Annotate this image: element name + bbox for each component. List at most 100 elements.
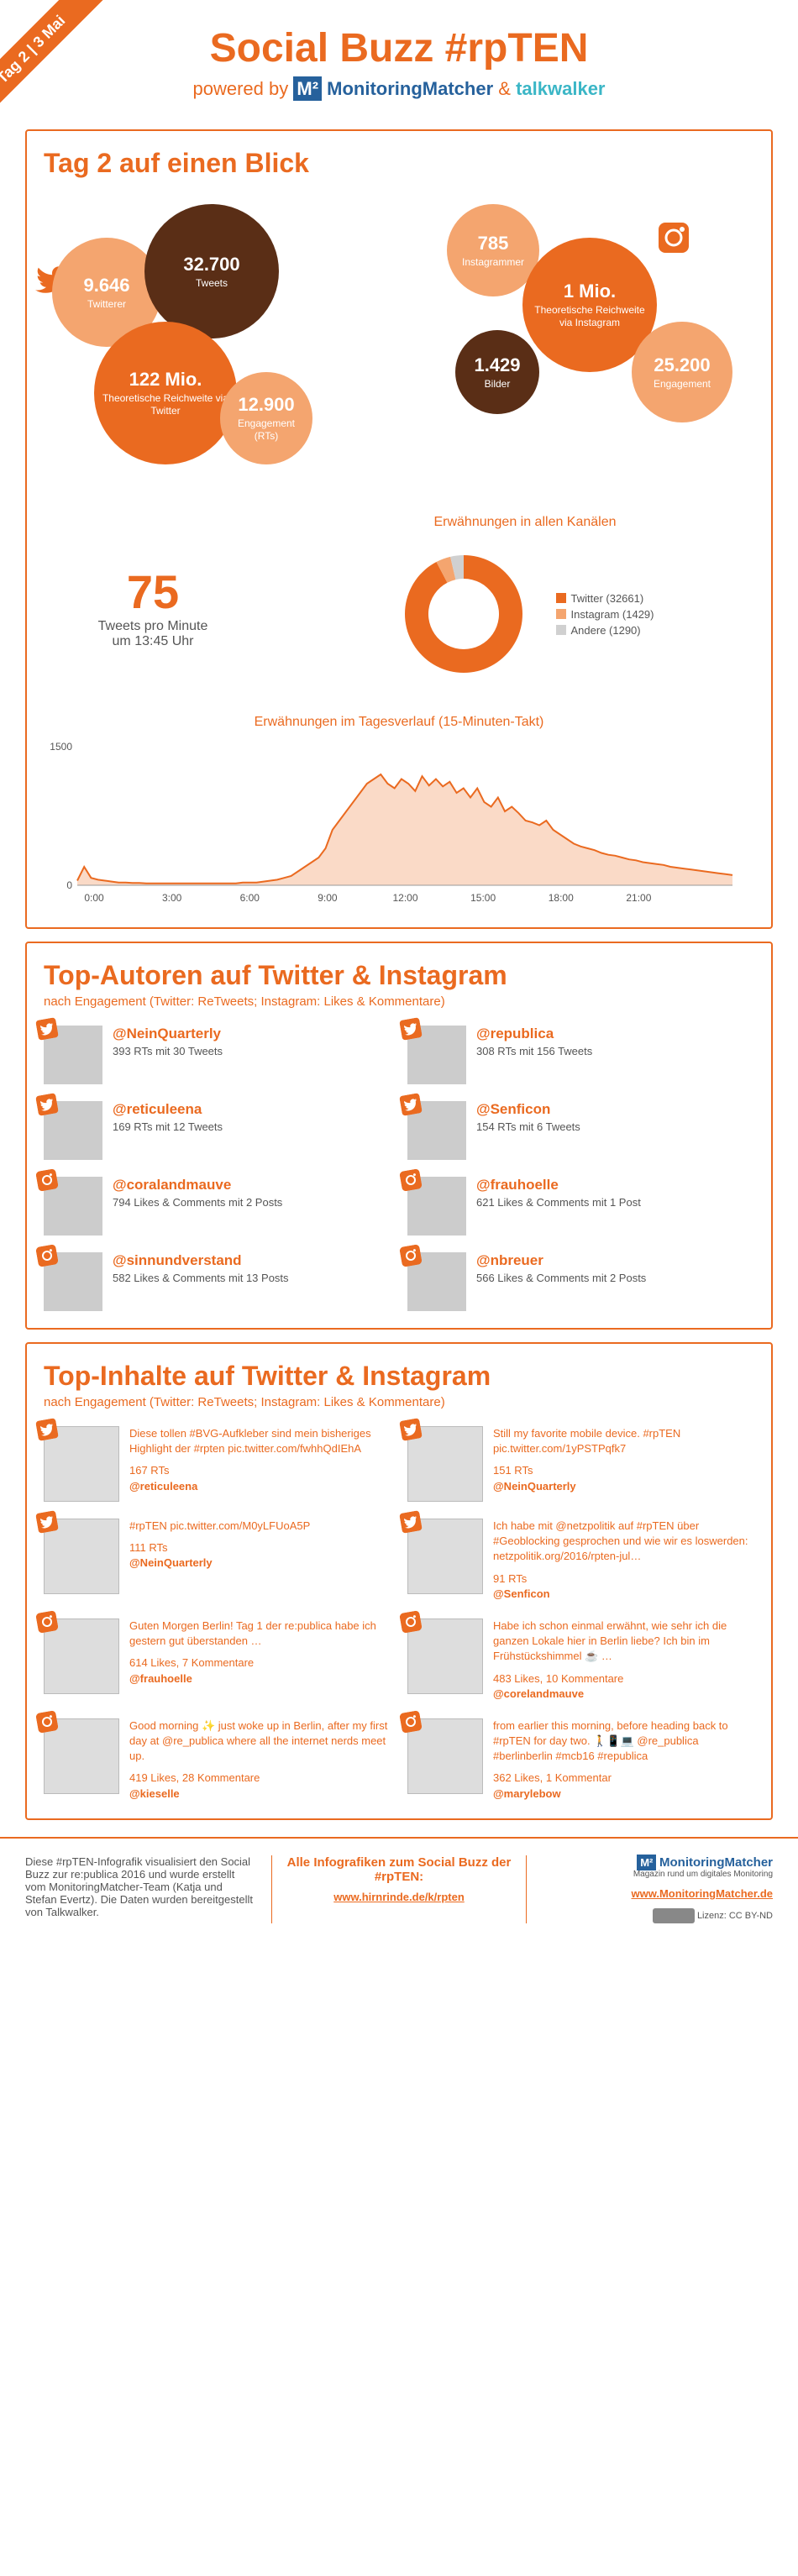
- post-stats: 91 RTs: [493, 1571, 754, 1587]
- post-author[interactable]: @NeinQuarterly: [129, 1556, 310, 1571]
- stat-bubble: 122 Mio.Theoretische Reichweite via Twit…: [94, 322, 237, 464]
- post-card: Guten Morgen Berlin! Tag 1 der re:public…: [44, 1619, 391, 1702]
- author-stats: 169 RTs mit 12 Tweets: [113, 1120, 223, 1133]
- svg-text:21:00: 21:00: [626, 892, 651, 904]
- author-stats: 566 Likes & Comments mit 2 Posts: [476, 1272, 646, 1284]
- posts-sub: nach Engagement (Twitter: ReTweets; Inst…: [44, 1395, 754, 1409]
- line-chart-title: Erwähnungen im Tagesverlauf (15-Minuten-…: [44, 715, 754, 730]
- post-text: Ich habe mit @netzpolitik auf #rpTEN übe…: [493, 1519, 754, 1565]
- subtitle: powered by M² MonitoringMatcher & talkwa…: [0, 78, 798, 100]
- instagram-icon: [399, 1710, 423, 1734]
- legend-item: Andere (1290): [556, 624, 654, 637]
- big-number: 75: [44, 564, 262, 619]
- post-author[interactable]: @corelandmauve: [493, 1687, 754, 1702]
- header: Tag 2 | 3 Mai Social Buzz #rpTEN powered…: [0, 0, 798, 117]
- post-card: from earlier this morning, before headin…: [407, 1718, 754, 1802]
- author-handle[interactable]: @Senficon: [476, 1101, 580, 1118]
- twitter-icon: [35, 1418, 59, 1441]
- author-stats: 582 Likes & Comments mit 13 Posts: [113, 1272, 289, 1284]
- twitter-icon: [35, 1510, 59, 1534]
- post-card: Good morning ✨ just woke up in Berlin, a…: [44, 1718, 391, 1802]
- author-handle[interactable]: @sinnundverstand: [113, 1252, 289, 1269]
- author-card: @reticuleena 169 RTs mit 12 Tweets: [44, 1101, 391, 1160]
- post-text: Still my favorite mobile device. #rpTEN …: [493, 1426, 754, 1456]
- footer-brand: MonitoringMatcher: [659, 1855, 773, 1870]
- post-author[interactable]: @Senficon: [493, 1587, 754, 1602]
- stat-bubble: 1.429Bilder: [455, 330, 539, 414]
- author-card: @republica 308 RTs mit 156 Tweets: [407, 1026, 754, 1084]
- author-handle[interactable]: @republica: [476, 1026, 592, 1042]
- post-stats: 362 Likes, 1 Kommentar: [493, 1771, 754, 1786]
- post-card: Still my favorite mobile device. #rpTEN …: [407, 1426, 754, 1502]
- author-stats: 308 RTs mit 156 Tweets: [476, 1045, 592, 1057]
- overview-section: Tag 2 auf einen Blick 9.646Twitterer32.7…: [25, 129, 773, 929]
- footer-brand-box: M² MonitoringMatcher: [543, 1855, 773, 1870]
- brand1: MonitoringMatcher: [327, 78, 493, 99]
- instagram-icon: [399, 1244, 423, 1267]
- twitter-icon: [399, 1093, 423, 1116]
- author-card: @NeinQuarterly 393 RTs mit 30 Tweets: [44, 1026, 391, 1084]
- legend-item: Instagram (1429): [556, 608, 654, 621]
- twitter-icon: [399, 1510, 423, 1534]
- footer-blurb: Diese #rpTEN-Infografik visualisiert den…: [25, 1855, 255, 1923]
- authors-grid: @NeinQuarterly 393 RTs mit 30 Tweets @re…: [44, 1026, 754, 1311]
- brand2: talkwalker: [516, 78, 605, 99]
- posts-grid: Diese tollen #BVG-Aufkleber sind mein bi…: [44, 1426, 754, 1802]
- svg-text:18:00: 18:00: [549, 892, 574, 904]
- authors-section: Top-Autoren auf Twitter & Instagram nach…: [25, 942, 773, 1330]
- post-author[interactable]: @frauhoelle: [129, 1671, 391, 1687]
- authors-sub: nach Engagement (Twitter: ReTweets; Inst…: [44, 994, 754, 1009]
- author-card: @nbreuer 566 Likes & Comments mit 2 Post…: [407, 1252, 754, 1311]
- author-handle[interactable]: @NeinQuarterly: [113, 1026, 223, 1042]
- post-stats: 167 RTs: [129, 1463, 391, 1478]
- author-handle[interactable]: @coralandmauve: [113, 1177, 282, 1194]
- post-card: Ich habe mit @netzpolitik auf #rpTEN übe…: [407, 1519, 754, 1602]
- author-handle[interactable]: @nbreuer: [476, 1252, 646, 1269]
- cc-icon: [653, 1908, 695, 1923]
- brand-badge-icon: M²: [637, 1855, 656, 1870]
- post-text: from earlier this morning, before headin…: [493, 1718, 754, 1765]
- post-author[interactable]: @NeinQuarterly: [493, 1479, 754, 1494]
- author-stats: 154 RTs mit 6 Tweets: [476, 1120, 580, 1133]
- post-text: Diese tollen #BVG-Aufkleber sind mein bi…: [129, 1426, 391, 1456]
- line-chart: 015000:003:006:009:0012:0015:0018:0021:0…: [44, 738, 741, 906]
- post-text: Habe ich schon einmal erwähnt, wie sehr …: [493, 1619, 754, 1665]
- instagram-icon: [35, 1610, 59, 1634]
- stat-bubble: 32.700Tweets: [144, 204, 279, 338]
- donut-legend: Twitter (32661) Instagram (1429) Andere (1…: [556, 589, 654, 640]
- svg-text:15:00: 15:00: [470, 892, 496, 904]
- brand-badge-icon: M²: [293, 76, 322, 101]
- footer-brand-link[interactable]: www.MonitoringMatcher.de: [543, 1887, 773, 1900]
- author-stats: 393 RTs mit 30 Tweets: [113, 1045, 223, 1057]
- post-author[interactable]: @kieselle: [129, 1786, 391, 1802]
- post-card: Habe ich schon einmal erwähnt, wie sehr …: [407, 1619, 754, 1702]
- twitter-icon: [399, 1017, 423, 1041]
- big-label-2: um 13:45 Uhr: [44, 634, 262, 649]
- author-stats: 621 Likes & Comments mit 1 Post: [476, 1196, 641, 1209]
- post-text: Guten Morgen Berlin! Tag 1 der re:public…: [129, 1619, 391, 1649]
- subtitle-prefix: powered by: [193, 78, 289, 99]
- post-author[interactable]: @marylebow: [493, 1786, 754, 1802]
- twitter-icon: [399, 1418, 423, 1441]
- footer-mid-link[interactable]: www.hirnrinde.de/k/rpten: [285, 1891, 514, 1903]
- post-stats: 111 RTs: [129, 1540, 310, 1556]
- post-card: #rpTEN pic.twitter.com/M0yLFUoA5P 111 RT…: [44, 1519, 391, 1602]
- posts-title: Top-Inhalte auf Twitter & Instagram: [44, 1361, 754, 1392]
- author-handle[interactable]: @frauhoelle: [476, 1177, 641, 1194]
- author-card: @frauhoelle 621 Likes & Comments mit 1 P…: [407, 1177, 754, 1236]
- author-stats: 794 Likes & Comments mit 2 Posts: [113, 1196, 282, 1209]
- svg-text:3:00: 3:00: [162, 892, 182, 904]
- instagram-icon: [35, 1710, 59, 1734]
- donut-title: Erwähnungen in allen Kanälen: [296, 515, 754, 530]
- footer-brand-sub: Magazin rund um digitales Monitoring: [543, 1870, 773, 1879]
- donut-area: Twitter (32661) Instagram (1429) Andere (1…: [296, 547, 754, 681]
- legend-item: Twitter (32661): [556, 592, 654, 605]
- svg-text:9:00: 9:00: [318, 892, 338, 904]
- post-stats: 419 Likes, 28 Kommentare: [129, 1771, 391, 1786]
- svg-text:1500: 1500: [50, 741, 72, 753]
- svg-text:0: 0: [66, 879, 72, 891]
- instagram-icon: [657, 221, 690, 254]
- instagram-icon: [399, 1168, 423, 1192]
- author-handle[interactable]: @reticuleena: [113, 1101, 223, 1118]
- post-author[interactable]: @reticuleena: [129, 1479, 391, 1494]
